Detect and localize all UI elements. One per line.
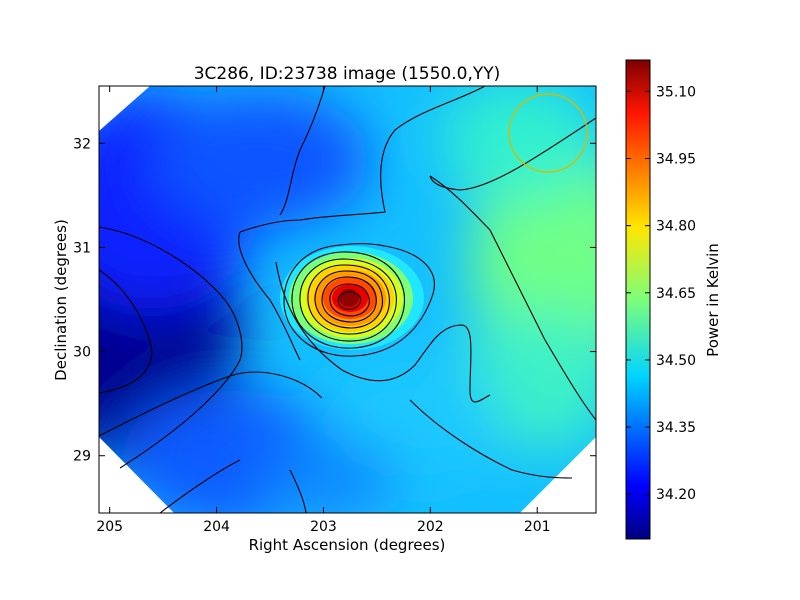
y-tick-label: 29 (73, 449, 91, 465)
colorbar-tick-label: 34.95 (656, 151, 696, 167)
y-axis-ticks: 29 30 31 32 (73, 136, 596, 465)
x-tick-label: 203 (310, 519, 337, 535)
x-tick-label: 202 (417, 519, 444, 535)
heatmap-image (99, 86, 596, 513)
colorbar-tick-label: 34.80 (656, 219, 696, 235)
chart-title: 3C286, ID:23738 image (1550.0,YY) (194, 64, 501, 84)
y-tick-label: 31 (73, 240, 91, 256)
x-tick-label: 204 (203, 519, 230, 535)
plot-frame (98, 85, 597, 514)
colorbar: 34.20 34.35 34.50 34.65 34.80 34.95 35.10 Powe… (625, 59, 722, 540)
colorbar-label: Power in Kelvin (704, 243, 722, 357)
colorbar-tick-label: 34.50 (656, 353, 696, 369)
contour-lines (99, 86, 596, 513)
colorbar-tick-label: 34.65 (656, 286, 696, 302)
y-tick-label: 32 (73, 136, 91, 152)
x-axis-ticks: 205 204 203 202 201 (96, 86, 551, 535)
y-tick-label: 30 (73, 345, 91, 361)
colorbar-tick-label: 35.10 (656, 84, 696, 100)
y-axis-label: Declination (degrees) (52, 219, 70, 381)
colorbar-tick-label: 34.35 (656, 420, 696, 436)
x-tick-label: 201 (524, 519, 551, 535)
colorbar-ticks: 34.20 34.35 34.50 34.65 34.80 34.95 35.10 (626, 84, 696, 503)
beam-marker (508, 93, 588, 173)
colorbar-gradient (625, 59, 651, 540)
x-tick-label: 205 (96, 519, 123, 535)
colorbar-tick-label: 34.20 (656, 487, 696, 503)
x-axis-label: Right Ascension (degrees) (249, 536, 446, 554)
